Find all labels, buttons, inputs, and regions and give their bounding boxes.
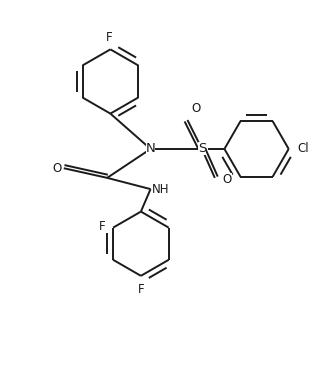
Text: F: F: [138, 283, 144, 296]
Text: O: O: [52, 162, 61, 175]
Text: N: N: [146, 142, 155, 156]
Text: S: S: [198, 142, 206, 156]
Text: F: F: [98, 219, 105, 232]
Text: O: O: [223, 173, 232, 186]
Text: Cl: Cl: [298, 142, 309, 156]
Text: NH: NH: [152, 183, 170, 196]
Text: O: O: [191, 102, 201, 115]
Text: F: F: [106, 31, 112, 44]
